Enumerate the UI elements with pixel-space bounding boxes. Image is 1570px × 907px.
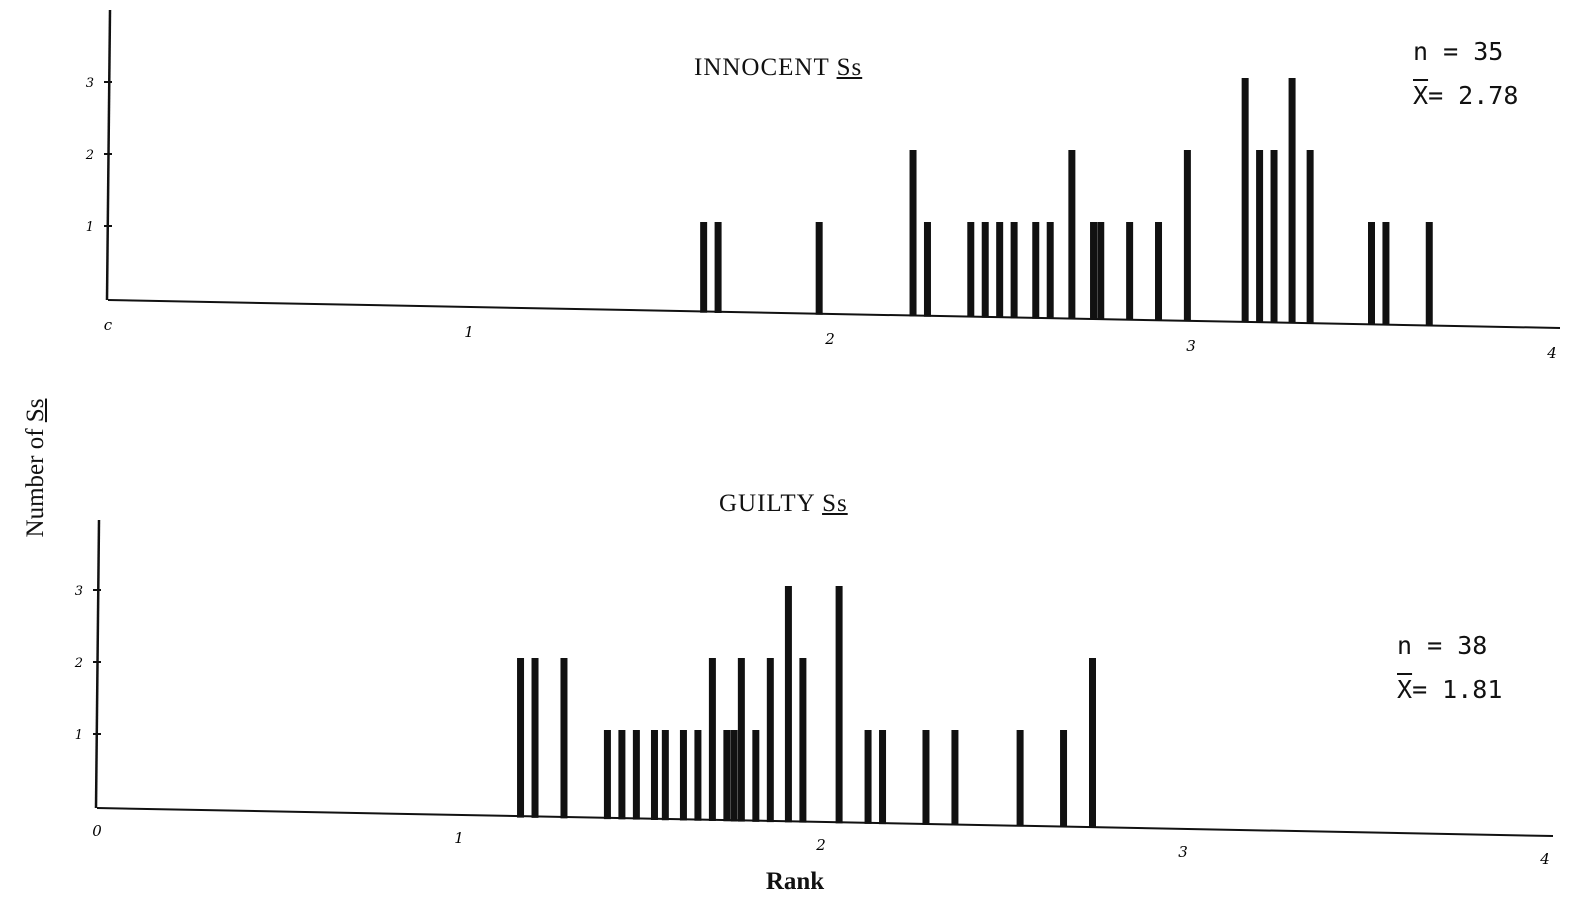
guilty-mean: X= 1.81 <box>1397 668 1502 712</box>
innocent-y-tick-label: 1 <box>86 220 94 235</box>
innocent-mean-symbol: X <box>1413 81 1429 110</box>
guilty-x-tick-label: 0 <box>92 822 102 840</box>
innocent-stats: n = 35 X= 2.78 <box>1413 30 1518 118</box>
innocent-title: INNOCENT Ss <box>694 54 862 82</box>
guilty-title: GUILTY Ss <box>719 490 848 518</box>
innocent-x-tick-label: 2 <box>824 330 835 348</box>
guilty-y-tick-label: 1 <box>75 728 83 743</box>
guilty-title-text: GUILTY <box>719 490 815 517</box>
innocent-n: n = 35 <box>1413 37 1504 66</box>
guilty-y-tick-label: 3 <box>75 584 83 599</box>
y-axis-label-text: Number of <box>22 428 49 538</box>
guilty-y-tick-label: 2 <box>74 656 83 671</box>
innocent-x-tick-label: 4 <box>1546 344 1557 362</box>
innocent-y-tick-label: 2 <box>85 148 94 163</box>
guilty-mean-symbol: X <box>1397 675 1413 704</box>
innocent-x-tick-label: 3 <box>1186 337 1196 355</box>
innocent-panel: 1 2 3 c 1 2 3 4 <box>85 9 1561 362</box>
guilty-n: n = 38 <box>1397 631 1488 660</box>
innocent-mean-value: = 2.78 <box>1428 81 1519 110</box>
guilty-x-tick-label: 3 <box>1178 843 1188 861</box>
innocent-mean: X= 2.78 <box>1413 74 1518 118</box>
guilty-x-tick-label: 2 <box>815 836 826 854</box>
guilty-mean-value: = 1.81 <box>1412 675 1503 704</box>
guilty-title-suffix: Ss <box>822 490 848 517</box>
innocent-x-tick-label: c <box>104 316 113 334</box>
y-axis-label-suffix: Ss <box>22 398 49 423</box>
guilty-panel: 1 2 3 0 1 2 3 4 <box>74 519 1554 868</box>
innocent-x-tick-label: 1 <box>464 323 474 341</box>
y-axis-label: Number of Ss <box>22 399 50 538</box>
guilty-x-axis <box>96 807 1554 837</box>
x-axis-label: Rank <box>765 868 825 895</box>
innocent-title-suffix: Ss <box>836 54 863 81</box>
guilty-y-axis <box>94 519 101 809</box>
innocent-y-tick-label: 3 <box>86 76 94 91</box>
guilty-x-tick-label: 4 <box>1539 850 1550 868</box>
innocent-x-axis <box>107 299 1561 329</box>
guilty-stats: n = 38 X= 1.81 <box>1397 624 1502 712</box>
guilty-x-tick-label: 1 <box>454 829 464 847</box>
innocent-title-text: INNOCENT <box>694 54 830 81</box>
